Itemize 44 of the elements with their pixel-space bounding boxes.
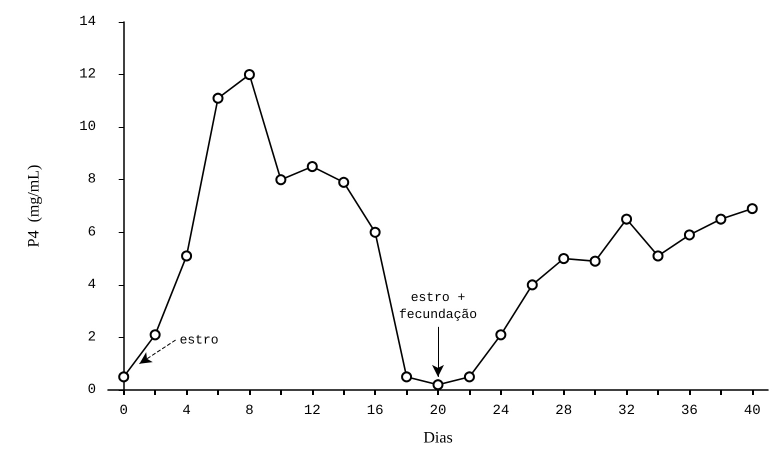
- point: [244, 69, 255, 80]
- point: [746, 203, 758, 214]
- point: [464, 371, 475, 382]
- x-tick-label: 40: [744, 403, 761, 419]
- point: [118, 371, 130, 382]
- point: [370, 226, 381, 238]
- y-tick-label: 6: [88, 224, 96, 240]
- x-tick-label: 32: [618, 403, 635, 419]
- x-tick-label: 16: [366, 403, 384, 419]
- x-tick-label: 4: [182, 403, 191, 419]
- point: [212, 92, 224, 104]
- annotation: estro + fecundação: [398, 290, 478, 322]
- point: [275, 174, 286, 186]
- x-tick-label: 12: [304, 403, 321, 419]
- point: [181, 250, 192, 262]
- point: [684, 229, 695, 240]
- point: [652, 250, 664, 262]
- y-tick-label: 8: [88, 172, 96, 188]
- point: [338, 176, 350, 188]
- y-tick-label: 12: [79, 66, 96, 83]
- x-tick-label: 36: [681, 403, 698, 419]
- point: [432, 379, 444, 390]
- x-tick-label: 28: [555, 403, 572, 419]
- point: [306, 161, 318, 172]
- x-tick-label: 20: [430, 403, 446, 419]
- y-tick-label: 10: [79, 119, 96, 136]
- y-tick-label: 2: [88, 329, 96, 346]
- x-tick-label: 24: [492, 403, 510, 419]
- y-tick-label: 14: [79, 14, 96, 30]
- y-axis-title: P4 (mg/mL): [26, 164, 42, 248]
- x-axis-title: Dias: [423, 430, 453, 446]
- point: [401, 371, 412, 382]
- y-tick-label: 0: [88, 382, 96, 398]
- x-tick-label: 0: [120, 403, 128, 419]
- point: [558, 253, 570, 264]
- point: [621, 214, 632, 225]
- annotation: estro: [180, 332, 219, 348]
- point: [526, 279, 538, 290]
- point: [715, 214, 726, 225]
- y-tick-label: 4: [88, 276, 96, 293]
- point: [150, 329, 161, 340]
- point: [590, 256, 601, 267]
- x-tick-label: 8: [245, 403, 254, 419]
- point: [495, 329, 506, 340]
